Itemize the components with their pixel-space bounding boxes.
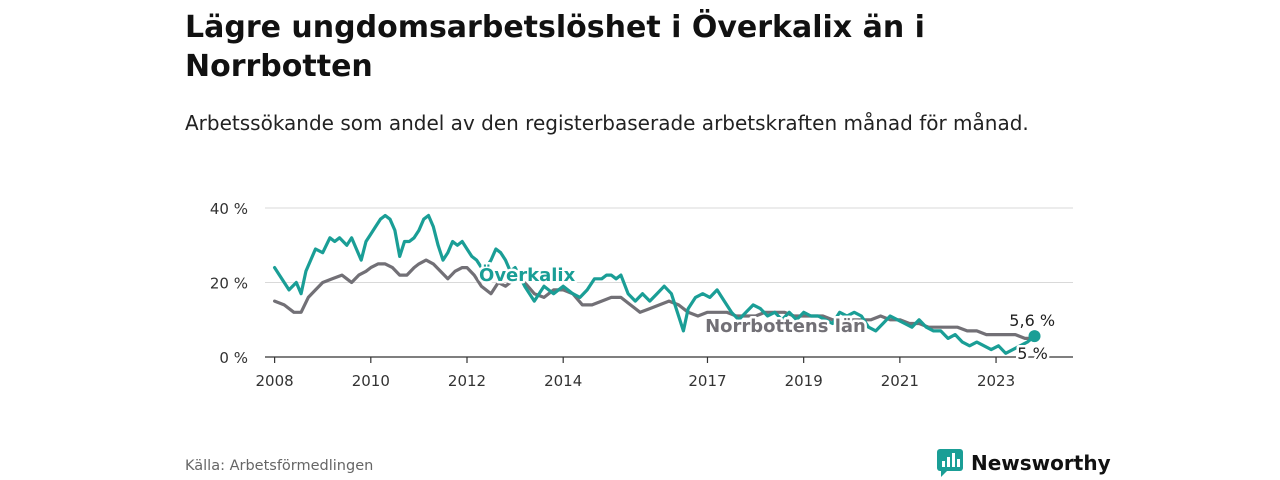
norrbotten-label-halo: Norrbottens län <box>705 316 866 337</box>
axes: 0 % 20 % 40 % 2008 2010 2012 2014 2017 2019 2021 2… <box>210 200 1073 390</box>
x-tick-label: 2019 <box>785 372 823 390</box>
line-chart: 0 % 20 % 40 % 2008 2010 2012 2014 2017 2019 2021 2… <box>210 200 1073 390</box>
chart-subtitle: Arbetssökande som andel av den registerb… <box>185 111 1029 135</box>
norrbotten-label: Norrbottens län <box>705 316 866 337</box>
x-tick-label: 2017 <box>688 372 726 390</box>
brand-name: Newsworthy <box>971 451 1111 475</box>
y-tick-label: 20 % <box>210 275 248 293</box>
overkalix-end-label-halo: 5,6 % <box>1009 311 1055 330</box>
overkalix-end-label: 5,6 % <box>1009 311 1055 330</box>
x-tick-label: 2010 <box>352 372 390 390</box>
x-tick-label: 2008 <box>256 372 294 390</box>
newsworthy-icon <box>937 449 963 477</box>
x-tick-label: 2012 <box>448 372 486 390</box>
chart-card: Lägre ungdomsarbetslöshet i Överkalix än… <box>185 0 1111 480</box>
source-note: Källa: Arbetsförmedlingen <box>185 458 374 474</box>
norrbotten-end-label: 5 % <box>1017 344 1047 363</box>
y-tick-label: 0 % <box>219 349 248 367</box>
norrbotten-line <box>272 258 1037 340</box>
overkalix-line <box>272 213 1037 355</box>
x-tick-label: 2021 <box>881 372 919 390</box>
series-lines <box>272 213 1041 355</box>
chart-title: Lägre ungdomsarbetslöshet i Överkalix än… <box>185 10 925 84</box>
grid-lines <box>265 207 1073 283</box>
norrbotten-end-label-halo: 5 % <box>1017 344 1047 363</box>
y-tick-label: 40 % <box>210 200 248 218</box>
brand-logo: Newsworthy <box>937 447 1111 479</box>
x-tick-label: 2014 <box>544 372 582 390</box>
overkalix-label-halo: Överkalix <box>479 264 576 286</box>
x-tick-label: 2023 <box>977 372 1015 390</box>
overkalix-end-dot <box>1028 330 1041 343</box>
overkalix-label: Överkalix <box>479 264 576 286</box>
